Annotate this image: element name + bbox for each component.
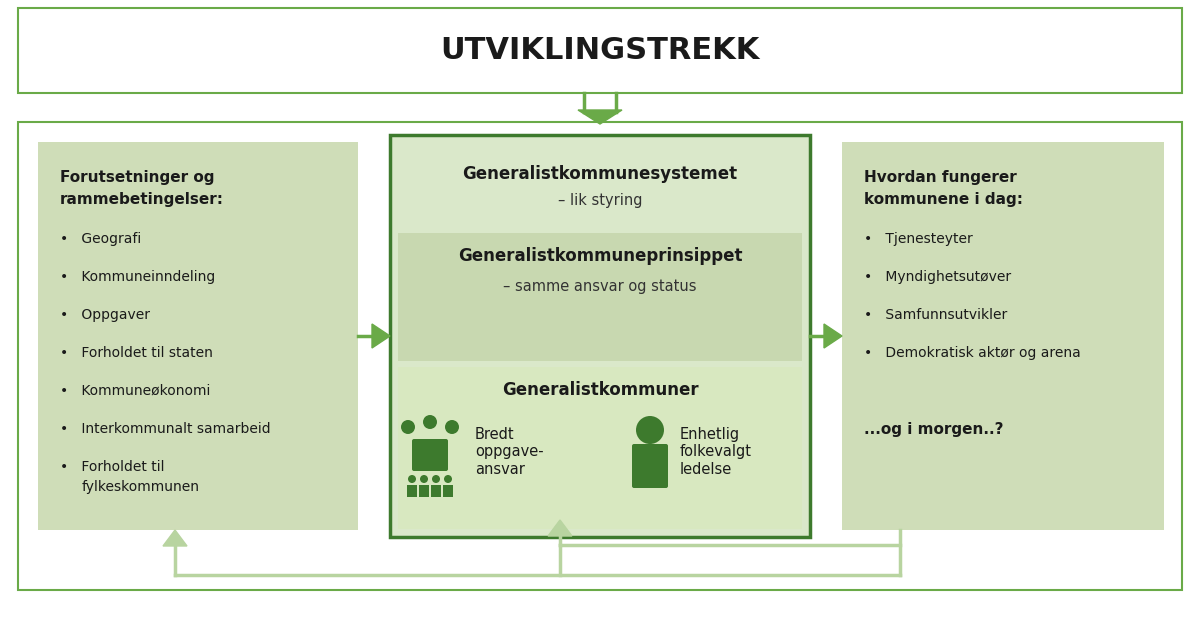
Text: – samme ansvar og status: – samme ansvar og status (503, 279, 697, 294)
Bar (407, 485, 418, 497)
Text: Generalistkommuneprinsippet: Generalistkommuneprinsippet (457, 247, 743, 265)
Text: •   Forholdet til: • Forholdet til (60, 460, 164, 474)
FancyBboxPatch shape (632, 444, 668, 488)
Circle shape (445, 420, 458, 434)
Bar (431, 485, 442, 497)
Text: •   Kommuneinndeling: • Kommuneinndeling (60, 270, 215, 284)
Circle shape (444, 475, 452, 483)
Text: •   Oppgaver: • Oppgaver (60, 308, 150, 322)
Text: •   Samfunnsutvikler: • Samfunnsutvikler (864, 308, 1007, 322)
Polygon shape (578, 110, 622, 124)
Bar (18, 122, 1182, 590)
Circle shape (432, 475, 440, 483)
Text: •   Interkommunalt samarbeid: • Interkommunalt samarbeid (60, 422, 271, 436)
Text: •   Myndighetsutøver: • Myndighetsutøver (864, 270, 1012, 284)
Text: – lik styring: – lik styring (558, 193, 642, 208)
Text: Bredt
oppgave-
ansvar: Bredt oppgave- ansvar (475, 427, 544, 477)
Text: Forutsetninger og: Forutsetninger og (60, 170, 215, 185)
Text: •   Demokratisk aktør og arena: • Demokratisk aktør og arena (864, 346, 1081, 360)
Circle shape (408, 475, 416, 483)
Text: Enhetlig
folkevalgt
ledelse: Enhetlig folkevalgt ledelse (680, 427, 752, 477)
Text: kommunene i dag:: kommunene i dag: (864, 192, 1022, 207)
Text: •   Forholdet til staten: • Forholdet til staten (60, 346, 212, 360)
Circle shape (636, 416, 664, 444)
Bar (443, 485, 454, 497)
Text: Generalistkommunesystemet: Generalistkommunesystemet (462, 165, 738, 183)
Polygon shape (372, 324, 390, 348)
Bar (398, 233, 802, 361)
Text: •   Geografi: • Geografi (60, 232, 142, 246)
Polygon shape (163, 530, 187, 546)
FancyBboxPatch shape (412, 439, 448, 471)
Text: •   Tjenesteyter: • Tjenesteyter (864, 232, 973, 246)
Text: Generalistkommuner: Generalistkommuner (502, 381, 698, 399)
Bar (18, 8, 1182, 93)
Bar (398, 367, 802, 529)
Circle shape (401, 420, 415, 434)
Bar (390, 135, 810, 537)
Text: rammebetingelser:: rammebetingelser: (60, 192, 224, 207)
Polygon shape (548, 520, 572, 536)
Circle shape (424, 415, 437, 429)
Polygon shape (824, 324, 842, 348)
Text: fylkeskommunen: fylkeskommunen (82, 480, 200, 494)
Text: UTVIKLINGSTREKK: UTVIKLINGSTREKK (440, 36, 760, 65)
Bar (38, 142, 358, 530)
Text: •   Kommuneøkonomi: • Kommuneøkonomi (60, 384, 210, 398)
Bar (842, 142, 1164, 530)
Text: ...og i morgen..?: ...og i morgen..? (864, 422, 1003, 437)
Bar (419, 485, 430, 497)
Text: Hvordan fungerer: Hvordan fungerer (864, 170, 1016, 185)
Circle shape (420, 475, 428, 483)
